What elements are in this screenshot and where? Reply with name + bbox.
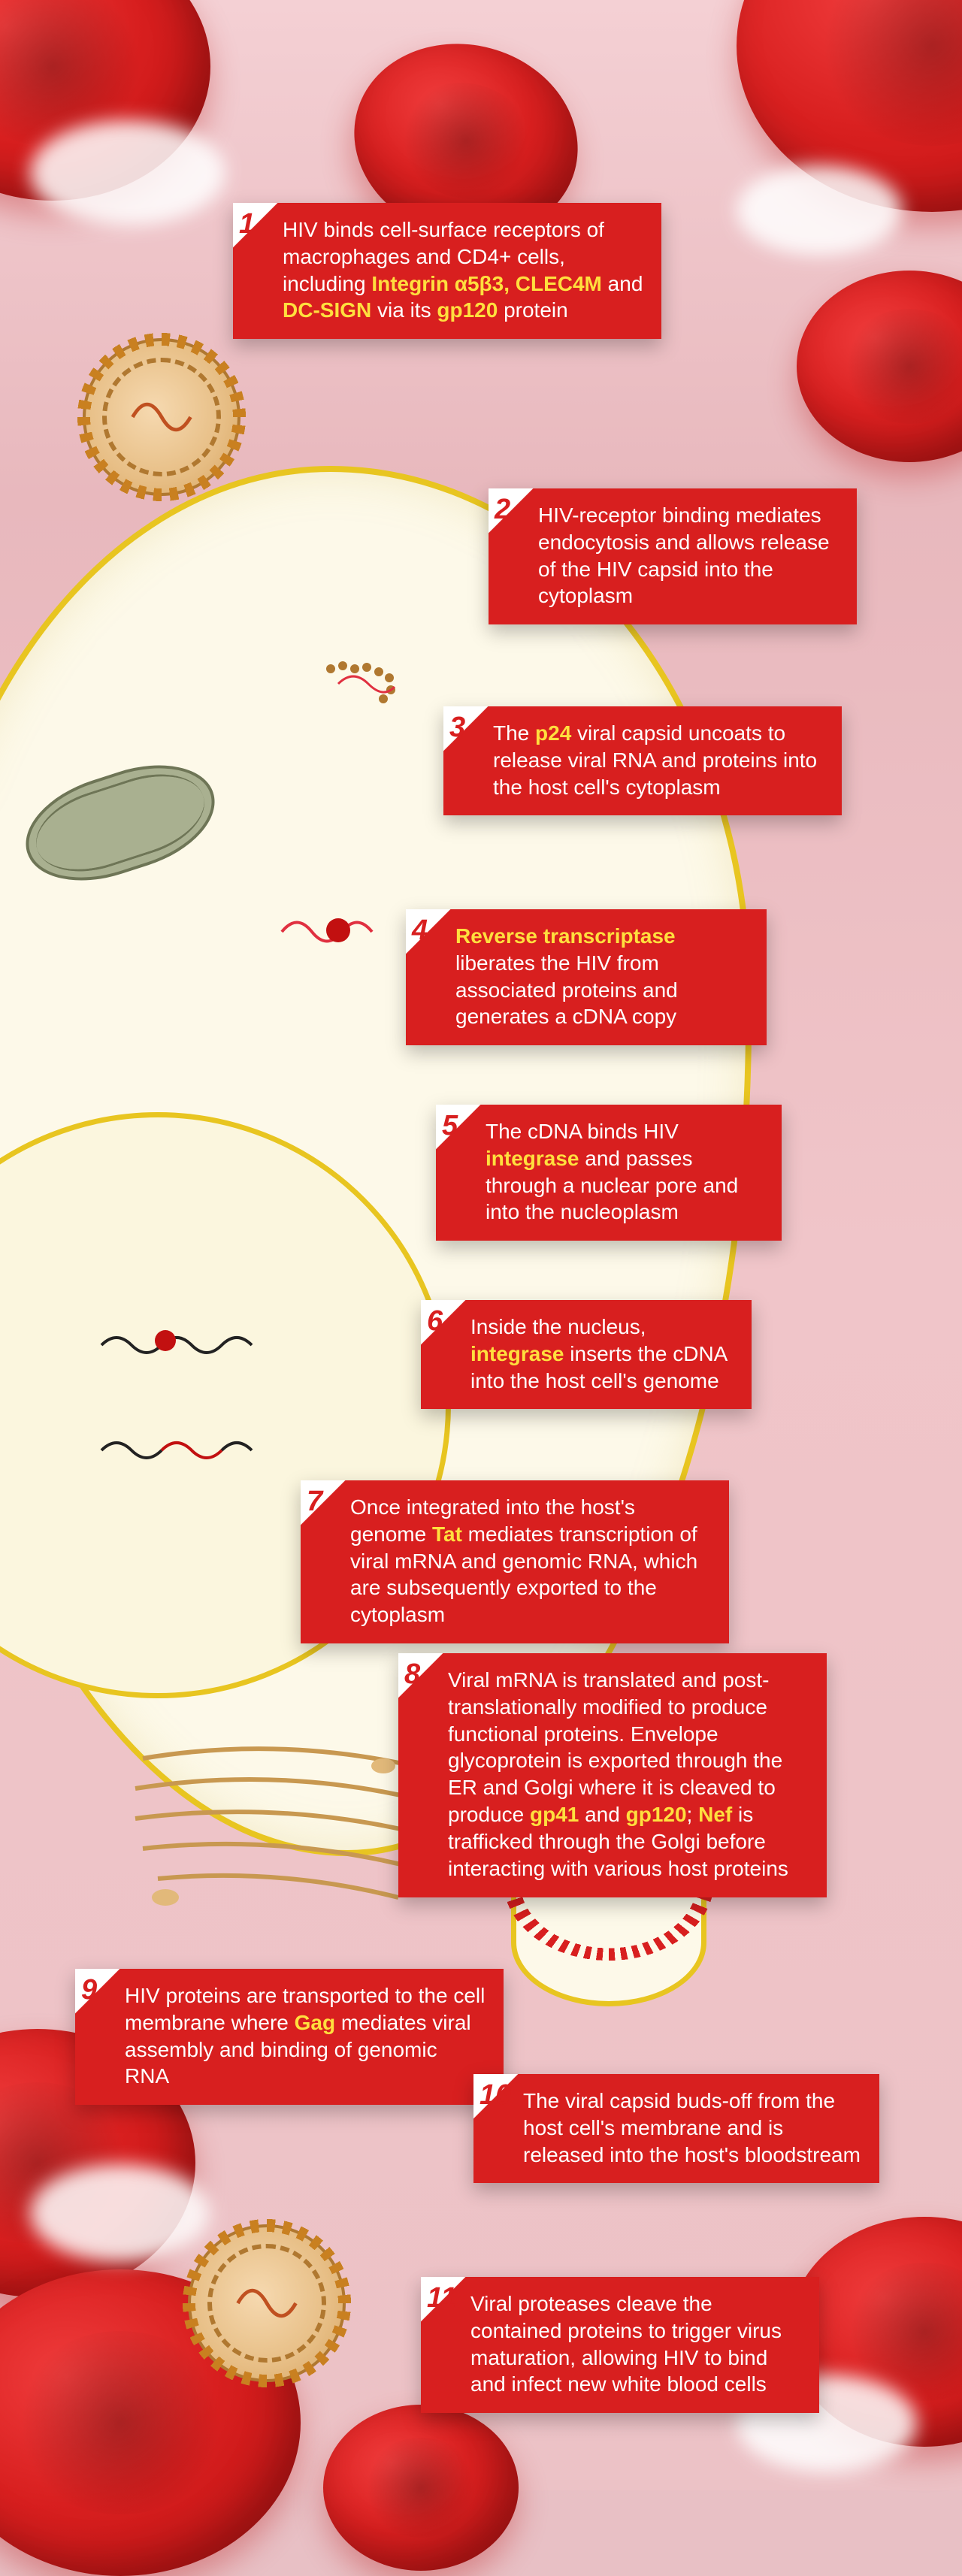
golgi-apparatus [113, 1728, 443, 1924]
step-text: Viral proteases cleave the contained pro… [470, 2290, 803, 2398]
step-text: HIV proteins are transported to the cell… [125, 1982, 487, 2090]
step-text: Viral mRNA is translated and post-transl… [448, 1667, 810, 1882]
dna-integrated-icon [98, 1428, 271, 1473]
step-number: 3 [443, 706, 489, 751]
step-4: 4Reverse transcriptase liberates the HIV… [406, 909, 767, 1045]
step-text: The cDNA binds HIV integrase and passes … [486, 1118, 765, 1226]
step-number: 7 [301, 1480, 346, 1525]
step-text: Inside the nucleus, integrase inserts th… [470, 1314, 735, 1394]
keyword: integrase [470, 1342, 564, 1365]
step-text: Reverse transcriptase liberates the HIV … [455, 923, 750, 1030]
budding-virion [511, 1894, 706, 2006]
step-number: 5 [436, 1105, 481, 1150]
step-3: 3The p24 viral capsid uncoats to release… [443, 706, 842, 815]
keyword: Reverse transcriptase [455, 924, 676, 948]
step-number: 9 [75, 1969, 120, 2014]
step-9: 9HIV proteins are transported to the cel… [75, 1969, 504, 2105]
step-text: HIV binds cell-surface receptors of macr… [283, 216, 645, 324]
keyword: Gag [295, 2011, 335, 2034]
virus-particle [188, 2224, 346, 2382]
dna-insert-icon [98, 1323, 271, 1368]
capsid-fragment [323, 661, 398, 706]
keyword: gp120 [437, 298, 498, 322]
keyword: Nef [698, 1803, 732, 1826]
step-number: 2 [489, 488, 534, 534]
step-5: 5The cDNA binds HIV integrase and passes… [436, 1105, 782, 1241]
blood-cell [797, 271, 962, 462]
cloud [30, 120, 225, 225]
keyword: integrase [486, 1147, 579, 1170]
cloud [30, 2164, 210, 2262]
step-number: 11 [421, 2277, 466, 2322]
step-text: The p24 viral capsid uncoats to release … [493, 720, 825, 800]
step-text: HIV-receptor binding mediates endocytosi… [538, 502, 840, 609]
step-number: 4 [406, 909, 451, 954]
keyword: Integrin α5β3, CLEC4M [371, 272, 602, 295]
step-number: 10 [473, 2074, 519, 2119]
step-text: Once integrated into the host's genome T… [350, 1494, 712, 1628]
step-11: 11Viral proteases cleave the contained p… [421, 2277, 819, 2413]
virus-particle [83, 338, 240, 496]
step-1: 1HIV binds cell-surface receptors of mac… [233, 203, 661, 339]
keyword: gp41 [530, 1803, 579, 1826]
step-2: 2HIV-receptor binding mediates endocytos… [489, 488, 857, 624]
step-number: 8 [398, 1653, 443, 1698]
step-number: 6 [421, 1300, 466, 1345]
keyword: gp120 [626, 1803, 687, 1826]
step-number: 1 [233, 203, 278, 248]
infographic-canvas: 1HIV binds cell-surface receptors of mac… [0, 0, 962, 2490]
step-6: 6Inside the nucleus, integrase inserts t… [421, 1300, 752, 1409]
step-8: 8Viral mRNA is translated and post-trans… [398, 1653, 827, 1897]
step-text: The viral capsid buds-off from the host … [523, 2088, 863, 2168]
step-7: 7Once integrated into the host's genome … [301, 1480, 729, 1643]
keyword: Tat [432, 1522, 462, 1546]
cloud [737, 165, 902, 255]
reverse-transcriptase-icon [278, 909, 376, 954]
keyword: DC-SIGN [283, 298, 371, 322]
step-10: 10The viral capsid buds-off from the hos… [473, 2074, 879, 2183]
keyword: p24 [535, 721, 571, 745]
blood-cell [323, 2405, 519, 2571]
